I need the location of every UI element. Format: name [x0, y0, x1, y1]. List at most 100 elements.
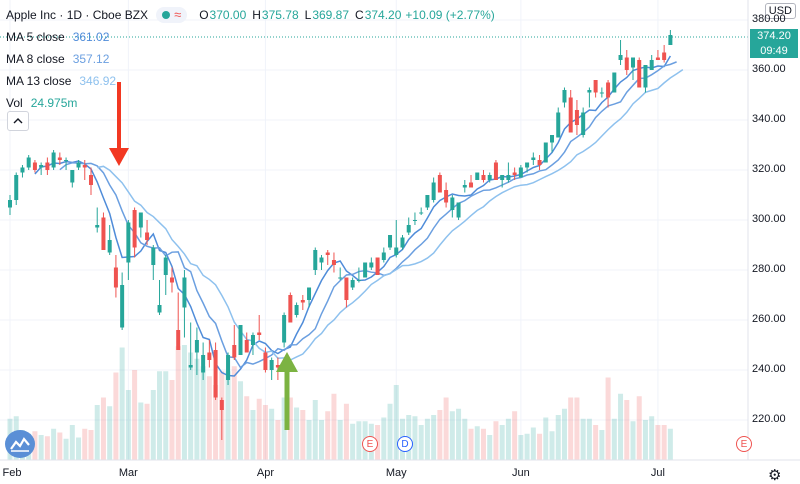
high-value: 375.78 — [261, 8, 299, 22]
candle-body — [493, 162, 498, 180]
volume-bar — [505, 418, 511, 460]
collapse-legend-button[interactable] — [7, 111, 29, 131]
volume-bar — [499, 425, 505, 460]
volume-bar — [524, 433, 530, 460]
volume-bar — [630, 421, 636, 460]
ma13-row[interactable]: MA 13 close 346.92 — [6, 70, 495, 92]
candle-body — [550, 135, 555, 143]
candle-body — [649, 60, 654, 70]
candle — [57, 152, 62, 165]
candle — [313, 247, 318, 275]
candle-body — [562, 90, 567, 103]
candle — [51, 150, 56, 170]
volume-bar — [568, 397, 574, 460]
candle-body — [381, 252, 386, 260]
volume-row[interactable]: Vol 24.975m — [6, 92, 495, 114]
candle-body — [39, 165, 44, 168]
volume-bar — [642, 420, 648, 460]
candle — [587, 87, 592, 108]
earnings-event-marker[interactable]: E — [736, 436, 752, 452]
candle-body — [313, 250, 318, 270]
tradingview-logo-icon[interactable] — [5, 430, 35, 458]
candle-body — [194, 340, 199, 353]
candle-body — [462, 185, 467, 188]
volume-bar — [244, 396, 250, 460]
candle-body — [182, 277, 187, 308]
symbol-title[interactable]: Apple Inc · 1D · Cboe BZX — [6, 8, 149, 22]
candle — [300, 295, 305, 310]
volume-bar — [487, 435, 493, 460]
settings-gear-icon[interactable]: ⚙ — [768, 467, 782, 484]
ma13-value: 346.92 — [79, 74, 117, 88]
dividend-event-marker[interactable]: D — [397, 436, 413, 452]
candle-body — [232, 345, 237, 358]
candle-body — [612, 72, 617, 93]
candle — [350, 277, 355, 290]
candle-body — [350, 280, 355, 288]
volume-label: Vol — [6, 96, 23, 110]
candles-layer — [8, 30, 673, 440]
volume-bar — [150, 390, 156, 460]
volume-bar — [275, 420, 281, 460]
volume-bar — [107, 406, 113, 460]
earnings-event-marker[interactable]: E — [362, 436, 378, 452]
x-tick-label: Jul — [650, 467, 665, 479]
volume-bar — [649, 416, 655, 460]
ma8-row[interactable]: MA 8 close 357.12 — [6, 48, 495, 70]
candle — [518, 165, 523, 178]
volume-bar — [250, 410, 256, 460]
volume-bar — [624, 400, 630, 460]
volume-bar — [561, 408, 567, 460]
candle-body — [506, 175, 511, 180]
currency-button[interactable]: USD — [764, 3, 796, 19]
candle — [207, 340, 212, 368]
candle-body — [26, 157, 31, 168]
candle — [45, 157, 50, 175]
candle-body — [250, 335, 255, 345]
volume-bar — [319, 420, 324, 460]
ma5-row[interactable]: MA 5 close 361.02 — [6, 26, 495, 48]
volume-bar — [543, 417, 549, 460]
ma8-line — [59, 61, 677, 369]
candle-body — [412, 220, 417, 221]
candle-body — [624, 57, 629, 70]
ma5-value: 361.02 — [72, 30, 110, 44]
candle — [88, 167, 93, 195]
candle-body — [568, 97, 573, 133]
volume-bar — [200, 366, 206, 460]
candle — [462, 180, 467, 193]
candle-body — [394, 247, 399, 255]
chevron-up-icon — [13, 118, 23, 124]
candle — [637, 57, 642, 88]
candle — [599, 87, 604, 98]
volume-bar — [518, 435, 524, 460]
ma8-name: MA 8 close — [6, 52, 65, 66]
y-tick-label: 220.00 — [752, 413, 786, 425]
volume-bar — [343, 403, 349, 460]
candle — [412, 212, 417, 225]
volume-bar — [144, 403, 150, 460]
volume-bar — [169, 380, 175, 460]
volume-bar — [294, 407, 300, 460]
candle — [101, 212, 106, 250]
volume-bar — [537, 433, 543, 460]
x-tick-label: May — [385, 467, 407, 479]
candle — [531, 152, 536, 165]
volume-bar — [194, 358, 200, 460]
volume-bar — [655, 425, 661, 460]
x-tick-label: Feb — [2, 467, 22, 479]
x-tick-label: Apr — [256, 467, 274, 479]
candle-body — [213, 350, 218, 398]
volume-bar — [175, 346, 181, 460]
candle — [425, 195, 430, 210]
candle-body — [20, 167, 25, 173]
ma5-name: MA 5 close — [6, 30, 65, 44]
candle-body — [269, 360, 274, 370]
green-up-arrow-icon — [276, 352, 298, 430]
candle-body — [307, 287, 312, 300]
volume-bar — [512, 411, 518, 460]
candle — [294, 302, 299, 318]
volume-bar — [213, 385, 219, 460]
market-status-pill[interactable]: ≈ — [156, 7, 188, 23]
